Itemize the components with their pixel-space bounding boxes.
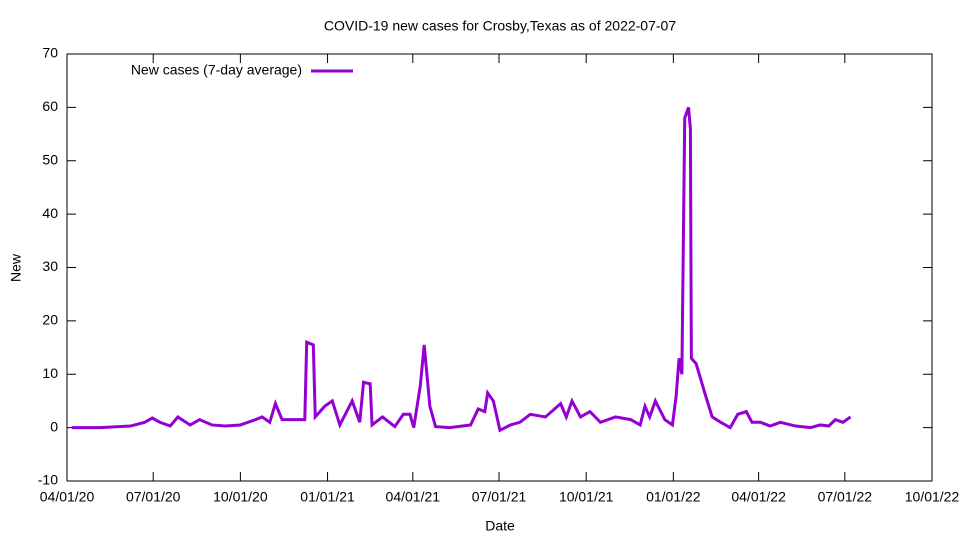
y-tick-label: -10 bbox=[38, 472, 58, 488]
x-tick-label: 04/01/21 bbox=[386, 489, 441, 505]
x-tick-label: 07/01/20 bbox=[126, 489, 181, 505]
y-tick-label: 40 bbox=[42, 205, 58, 221]
x-tick-label: 01/01/21 bbox=[300, 489, 355, 505]
x-tick-label: 10/01/20 bbox=[213, 489, 268, 505]
x-tick-label: 10/01/22 bbox=[905, 489, 960, 505]
y-tick-label: 20 bbox=[42, 312, 58, 328]
x-tick-label: 10/01/21 bbox=[559, 489, 614, 505]
y-tick-label: 10 bbox=[42, 365, 58, 381]
y-tick-label: 0 bbox=[50, 418, 58, 434]
plot-frame bbox=[66, 53, 933, 482]
y-axis-label: New bbox=[8, 253, 24, 282]
x-tick-label: 04/01/22 bbox=[731, 489, 786, 505]
y-tick-label: 70 bbox=[42, 45, 58, 61]
y-tick-label: 60 bbox=[42, 98, 58, 114]
legend-label: New cases (7-day average) bbox=[131, 62, 302, 78]
x-tick-label: 07/01/22 bbox=[818, 489, 873, 505]
x-axis-label: Date bbox=[485, 518, 515, 534]
y-tick-label: 30 bbox=[42, 258, 58, 274]
y-tick-label: 50 bbox=[42, 151, 58, 167]
x-tick-label: 04/01/20 bbox=[40, 489, 95, 505]
data-line bbox=[71, 106, 852, 433]
chart-title: COVID-19 new cases for Crosby,Texas as o… bbox=[324, 18, 676, 34]
x-tick-label: 01/01/22 bbox=[646, 489, 701, 505]
x-tick-label: 07/01/21 bbox=[472, 489, 527, 505]
